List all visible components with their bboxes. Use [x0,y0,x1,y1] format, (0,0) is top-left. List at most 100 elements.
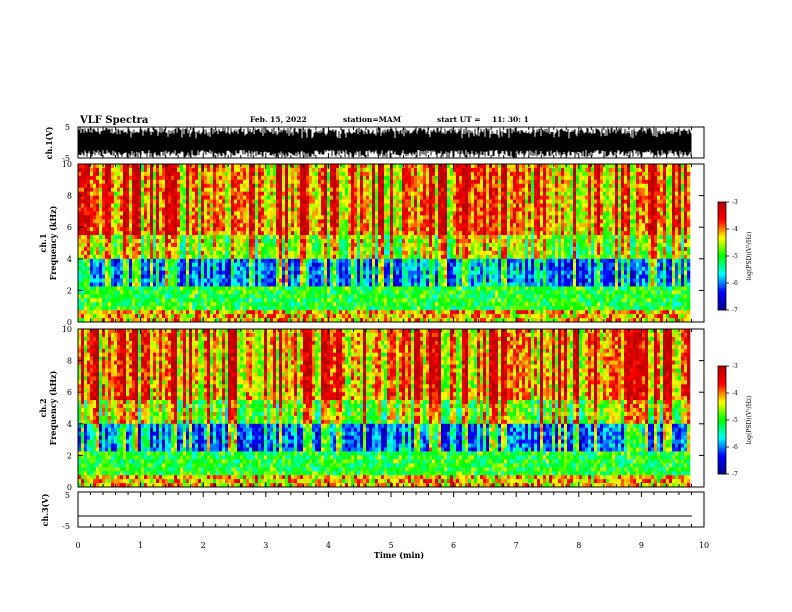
ch1-spectrogram-cell [81,164,85,169]
ch1-spectrogram-cell [252,306,256,311]
ch1-spectrogram-cell [135,215,139,220]
ch1-spectrogram-cell [255,207,259,212]
ch1-spectrogram-cell [264,175,268,181]
ch1-spectrogram-cell [156,282,160,287]
ch1-spectrogram-cell [417,270,421,275]
ch1-spectrogram-cell [114,239,118,244]
ch1-spectrogram-cell [273,227,277,232]
ch1-spectrogram-cell [294,191,298,196]
ch1-spectrogram-cell [438,302,442,307]
ch1-spectrogram-cell [273,306,277,311]
ch1-spectrogram-cell [399,310,403,315]
ch1-spectrogram-cell [333,227,337,232]
ch1-spectrogram-cell [438,179,442,185]
ch1-spectrogram-cell [186,219,190,224]
ch1-spectrogram-cell [207,310,211,315]
ch1-spectrogram-cell [159,302,163,307]
ch1-spectrogram-cell [312,282,316,287]
ch1-spectrogram-cell [252,199,256,204]
ch1-spectrogram-cell [234,219,238,224]
ch1-spectrogram-cell [396,183,400,188]
ch1-spectrogram-cell [327,179,331,185]
ch1-spectrogram-cell [342,191,346,196]
ch1-spectrogram-cell [408,318,412,323]
ch1-spectrogram-cell [171,286,175,291]
ch1-spectrogram-cell [105,243,109,248]
ch1-spectrogram-cell [78,211,82,216]
ch1-spectrogram-cell [306,254,310,260]
ch1-spectrogram-cell [411,246,415,252]
ch1-spectrogram-cell [306,250,310,256]
ch1-spectrogram-cell [207,274,211,279]
ch1-spectrogram-cell [243,314,247,319]
ch1-spectrogram-cell [96,231,100,236]
ch1-spectrogram-cell [327,187,331,192]
ch1-spectrogram-cell [87,314,91,319]
ch1-spectrogram-cell [384,314,388,319]
ch1-spectrogram-cell [213,278,217,283]
ch1-spectrogram-cell [210,254,214,260]
ch1-spectrogram-cell [147,215,151,220]
ch1-spectrogram-cell [342,306,346,311]
ch1-spectrogram-cell [120,199,124,204]
ch1-spectrogram-cell [255,199,259,204]
ch1-spectrogram-cell [312,318,316,323]
ch1-spectrogram-cell [180,231,184,236]
ch1-spectrogram-cell [432,211,436,216]
ch1-spectrogram-cell [387,246,391,252]
ch1-spectrogram-cell [210,302,214,307]
ch1-spectrogram-cell [294,290,298,295]
ch1-spectrogram-cell [378,266,382,271]
ch1-spectrogram-cell [261,243,265,248]
ch1-spectrogram-cell [315,274,319,279]
ch1-spectrogram-cell [390,171,394,177]
ch1-spectrogram-cell [162,167,166,173]
ch1-spectrogram-cell [297,290,301,295]
ch1-spectrogram-cell [291,219,295,224]
ch1-spectrogram-cell [357,223,361,228]
ch1-spectrogram-cell [90,183,94,188]
ch1-spectrogram-cell [342,298,346,303]
ch1-spectrogram-cell [81,187,85,192]
ch1-spectrogram-cell [330,278,334,283]
ch1-spectrogram-cell [132,270,136,275]
ch1-spectrogram-cell [375,203,379,208]
ch1-spectrogram-cell [384,195,388,200]
ch1-spectrogram-cell [288,246,292,252]
ch1-spectrogram-cell [240,258,244,264]
ch1-spectrogram-cell [150,290,154,295]
ch1-spectrogram-cell [249,302,253,307]
ch1-spectrogram-cell [81,266,85,271]
ch1-spectrogram-cell [192,171,196,177]
ch1-spectrogram-cell [264,211,268,216]
ch1-spectrogram-cell [147,183,151,188]
ch1-spectrogram-cell [288,207,292,212]
ch1-spectrogram-cell [228,270,232,275]
ch1-spectrogram-cell [171,164,175,169]
ch1-spectrogram-cell [438,306,442,311]
ch1-spectrogram-cell [411,227,415,232]
ch1-spectrogram-cell [408,274,412,279]
ch1-spectrogram-cell [174,195,178,200]
ch1-spectrogram-cell [123,195,127,200]
ch1-spectrogram-cell [114,266,118,271]
ch1-spectrogram-cell [339,239,343,244]
ch1-spectrogram-cell [147,191,151,196]
ch1-spectrogram-cell [279,235,283,240]
ch1-spectrogram-cell [366,266,370,271]
ch1-spectrogram-cell [126,191,130,196]
ch1-spectrogram-cell [123,207,127,212]
ch1-spectrogram-cell [141,294,145,299]
ch1-spectrogram-cell [159,298,163,303]
ch1-spectrogram-cell [114,282,118,287]
ch1-spectrogram-cell [324,294,328,299]
ch1-spectrogram-cell [141,314,145,319]
ch1-spectrogram-cell [81,223,85,228]
ch1-spectrogram-cell [105,262,109,267]
ch1-spectrogram-cell [102,227,106,232]
ch1-spectrogram-cell [210,235,214,240]
ch1-spectrogram-cell [417,215,421,220]
ch1-spectrogram-cell [126,215,130,220]
ch1-spectrogram-cell [246,318,250,323]
ch1-spectrogram-cell [324,164,328,169]
